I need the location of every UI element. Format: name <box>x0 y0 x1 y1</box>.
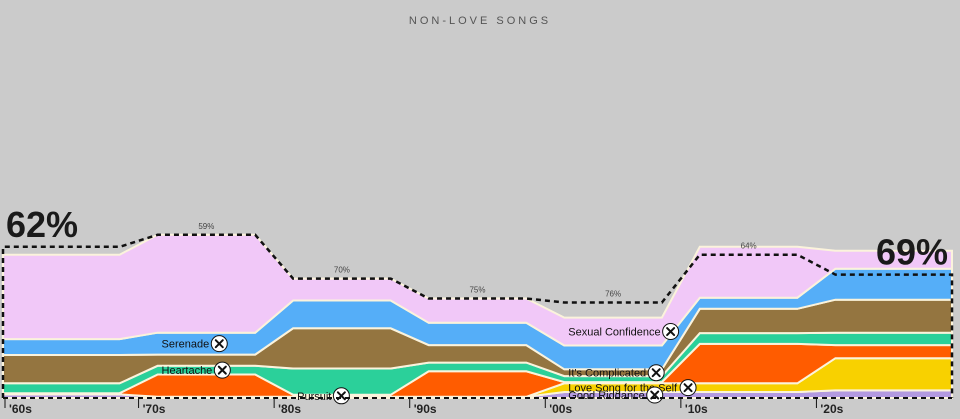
annotation-good-riddance[interactable]: Good Riddance <box>568 386 664 404</box>
annotation-label: Pursuit <box>297 391 331 403</box>
percent-label: 59% <box>198 222 214 231</box>
annotation-sexual-confidence[interactable]: Sexual Confidence <box>568 323 680 341</box>
annotation-serenade[interactable]: Serenade <box>162 335 228 353</box>
x-tick-label: '00s <box>549 402 572 416</box>
percent-label: 62% <box>6 204 78 245</box>
annotation-label: Sexual Confidence <box>568 327 660 339</box>
percent-label: 64% <box>741 242 757 251</box>
stream-annotations: Serenade Heartache Pursuit Sexual Confidenc… <box>162 323 697 405</box>
close-icon-glyph <box>651 368 661 378</box>
annotation-heartache[interactable]: Heartache <box>162 361 231 379</box>
annotation-pursuit[interactable]: Pursuit <box>297 387 350 405</box>
x-tick-label: '80s <box>278 402 301 416</box>
annotation-label: Heartache <box>162 365 213 377</box>
close-icon-glyph <box>217 365 227 375</box>
close-icon-glyph <box>666 327 676 337</box>
annotation-label: It's Complicated <box>568 368 646 380</box>
stream-layers <box>1 233 954 399</box>
chart-title: NON-LOVE SONGS <box>409 15 551 27</box>
percent-label: 70% <box>334 266 350 275</box>
close-icon-glyph <box>683 383 693 393</box>
x-tick-label: '20s <box>820 402 843 416</box>
close-icon-glyph <box>214 339 224 349</box>
x-tick-label: '10s <box>685 402 708 416</box>
x-axis: '60s '70s '80s '90s '00s '10s '20s <box>3 397 952 416</box>
x-tick-label: '60s <box>9 402 32 416</box>
annotation-label: Serenade <box>162 339 210 351</box>
percent-label: 75% <box>469 286 485 295</box>
percent-label: 76% <box>605 289 621 298</box>
percent-label: 69% <box>876 232 948 273</box>
x-tick-label: '90s <box>414 402 437 416</box>
love-share-outline <box>1 233 954 398</box>
percent-labels: 62% 59% 70% 75% 76% 64% 69% <box>6 204 948 299</box>
x-tick-label: '70s <box>143 402 166 416</box>
annotation-it-s-complicated[interactable]: It's Complicated <box>568 364 665 382</box>
annotation-label: Good Riddance <box>568 390 644 402</box>
